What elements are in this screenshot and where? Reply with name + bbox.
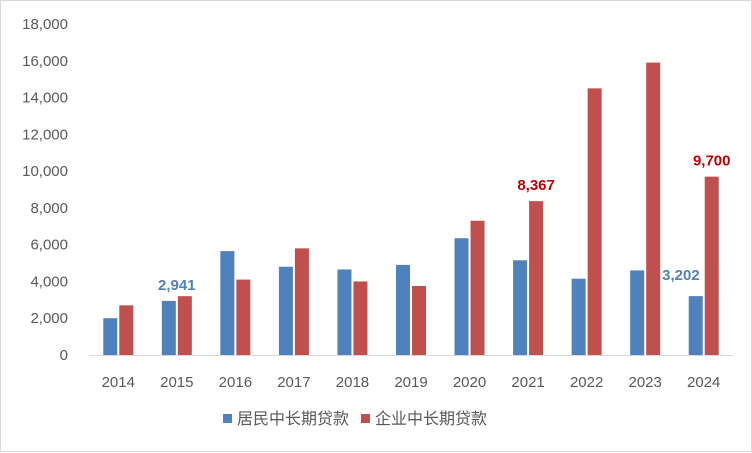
y-tick-label: 16,000 [22, 53, 68, 70]
x-axis: 2014 2015 2016 2017 2018 2019 2020 2021 2022 2023… [89, 355, 733, 391]
x-tick-label: 2019 [394, 374, 427, 391]
bar [688, 296, 703, 355]
y-tick-label: 14,000 [22, 90, 68, 107]
bar [294, 248, 309, 355]
x-tick-label: 2024 [687, 374, 720, 391]
bar [236, 279, 251, 355]
x-tick-label: 2018 [336, 374, 369, 391]
bar [513, 260, 528, 355]
bar [396, 264, 410, 355]
bar [646, 62, 661, 355]
bar [161, 300, 176, 355]
x-tick-label: 2015 [160, 374, 193, 391]
bar [529, 201, 544, 355]
x-tick-label: 2021 [511, 374, 544, 391]
bar [571, 278, 586, 355]
bar [454, 238, 469, 355]
bars [103, 62, 719, 355]
y-tick-label: 6,000 [30, 237, 68, 254]
legend-swatch [361, 414, 370, 423]
bar [103, 318, 118, 355]
bar [353, 281, 368, 355]
data-label: 9,700 [693, 153, 731, 170]
data-label: 8,367 [517, 177, 555, 194]
bar [630, 270, 645, 355]
bar [704, 176, 719, 355]
x-tick-label: 2022 [570, 374, 603, 391]
y-tick-label: 4,000 [30, 273, 68, 290]
data-label: 2,941 [158, 277, 196, 294]
bar [470, 220, 485, 355]
data-labels: 2,941 3,202 8,367 9,700 [158, 153, 730, 294]
x-tick-label: 2023 [628, 374, 661, 391]
legend-swatch [223, 414, 232, 423]
x-tick-label: 2020 [453, 374, 486, 391]
data-label: 3,202 [662, 267, 700, 284]
y-axis: 0 2,000 4,000 6,000 8,000 10,000 12,000 14,000 1… [22, 16, 68, 364]
x-tick-label: 2016 [219, 374, 252, 391]
bar [220, 251, 235, 355]
legend: 居民中长期贷款 企业中长期贷款 [223, 409, 487, 428]
y-tick-label: 2,000 [30, 310, 68, 327]
y-tick-label: 8,000 [30, 200, 68, 217]
legend-label: 居民中长期贷款 [237, 409, 349, 428]
x-tick-label: 2017 [277, 374, 310, 391]
x-tick-label: 2014 [102, 374, 135, 391]
bar [587, 88, 602, 355]
y-tick-label: 12,000 [22, 126, 68, 143]
bar [177, 296, 192, 355]
bar [337, 269, 352, 355]
y-tick-label: 0 [60, 347, 68, 364]
bar [278, 266, 293, 355]
legend-label: 企业中长期贷款 [375, 409, 487, 428]
y-tick-label: 10,000 [22, 163, 68, 180]
bar [412, 286, 426, 355]
y-tick-label: 18,000 [22, 16, 68, 33]
bar [119, 305, 134, 355]
